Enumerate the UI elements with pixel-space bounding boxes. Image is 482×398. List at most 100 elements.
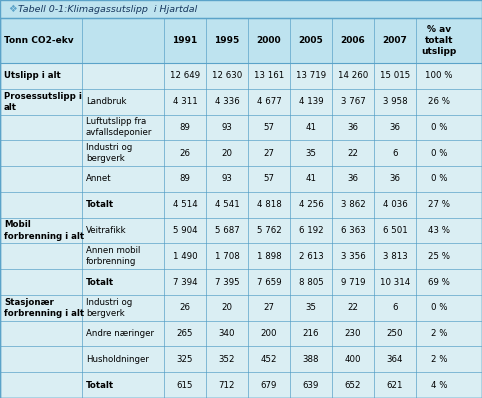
Text: 3 767: 3 767 xyxy=(341,97,365,106)
Text: 36: 36 xyxy=(348,174,359,183)
Text: 2000: 2000 xyxy=(257,36,281,45)
Bar xyxy=(0,218,482,244)
Text: Luftutslipp fra
avfallsdeponier: Luftutslipp fra avfallsdeponier xyxy=(86,117,152,137)
Text: 0 %: 0 % xyxy=(431,123,447,132)
Bar xyxy=(0,244,482,269)
Bar xyxy=(0,0,482,18)
Text: 340: 340 xyxy=(219,329,235,338)
Text: 36: 36 xyxy=(389,174,401,183)
Text: 20: 20 xyxy=(222,303,232,312)
Text: 6 192: 6 192 xyxy=(299,226,323,235)
Text: Stasjonær
forbrenning i alt: Stasjonær forbrenning i alt xyxy=(4,298,84,318)
Text: 35: 35 xyxy=(306,303,317,312)
Text: 7 394: 7 394 xyxy=(173,277,197,287)
Text: 36: 36 xyxy=(389,123,401,132)
Text: 89: 89 xyxy=(180,123,190,132)
Text: 36: 36 xyxy=(348,123,359,132)
Bar xyxy=(0,115,482,140)
Bar xyxy=(0,269,482,295)
Text: 364: 364 xyxy=(387,355,403,364)
Text: 4 336: 4 336 xyxy=(214,97,240,106)
Bar xyxy=(0,18,482,63)
Text: 452: 452 xyxy=(261,355,277,364)
Bar xyxy=(0,63,482,89)
Bar xyxy=(0,372,482,398)
Text: 388: 388 xyxy=(303,355,319,364)
Text: 22: 22 xyxy=(348,303,359,312)
Text: Veitrafikk: Veitrafikk xyxy=(86,226,127,235)
Text: 4 %: 4 % xyxy=(431,380,447,390)
Text: Annen mobil
forbrenning: Annen mobil forbrenning xyxy=(86,246,140,266)
Text: 5 762: 5 762 xyxy=(256,226,281,235)
Bar xyxy=(0,140,482,166)
Text: 15 015: 15 015 xyxy=(380,71,410,80)
Text: 3 356: 3 356 xyxy=(341,252,365,261)
Text: 325: 325 xyxy=(177,355,193,364)
Text: 13 161: 13 161 xyxy=(254,71,284,80)
Text: 712: 712 xyxy=(219,380,235,390)
Bar xyxy=(0,166,482,192)
Text: 1991: 1991 xyxy=(173,36,198,45)
Bar xyxy=(0,295,482,321)
Text: 93: 93 xyxy=(222,174,232,183)
Text: 27 %: 27 % xyxy=(428,200,450,209)
Text: 26: 26 xyxy=(179,149,190,158)
Text: 216: 216 xyxy=(303,329,319,338)
Text: 4 256: 4 256 xyxy=(299,200,323,209)
Text: 43 %: 43 % xyxy=(428,226,450,235)
Text: 26: 26 xyxy=(179,303,190,312)
Text: 9 719: 9 719 xyxy=(341,277,365,287)
Text: 6: 6 xyxy=(392,149,398,158)
Text: 22: 22 xyxy=(348,149,359,158)
Text: Annet: Annet xyxy=(86,174,112,183)
Text: Landbruk: Landbruk xyxy=(86,97,126,106)
Text: 4 311: 4 311 xyxy=(173,97,197,106)
Text: Industri og
bergverk: Industri og bergverk xyxy=(86,298,132,318)
Text: 20: 20 xyxy=(222,149,232,158)
Text: 27: 27 xyxy=(264,303,275,312)
Text: % av
totalt
utslipp: % av totalt utslipp xyxy=(421,25,456,56)
Text: Industri og
bergverk: Industri og bergverk xyxy=(86,143,132,163)
Text: 621: 621 xyxy=(387,380,403,390)
Text: 41: 41 xyxy=(306,174,317,183)
Text: 6: 6 xyxy=(392,303,398,312)
Text: 4 139: 4 139 xyxy=(299,97,323,106)
Text: 100 %: 100 % xyxy=(425,71,453,80)
Text: 2005: 2005 xyxy=(299,36,323,45)
Text: 4 677: 4 677 xyxy=(256,97,281,106)
Bar xyxy=(0,192,482,218)
Text: 0 %: 0 % xyxy=(431,149,447,158)
Text: 13 719: 13 719 xyxy=(296,71,326,80)
Text: 6 501: 6 501 xyxy=(383,226,407,235)
Text: 12 630: 12 630 xyxy=(212,71,242,80)
Text: 14 260: 14 260 xyxy=(338,71,368,80)
Text: 2 %: 2 % xyxy=(431,355,447,364)
Text: 1 490: 1 490 xyxy=(173,252,197,261)
Bar xyxy=(0,347,482,372)
Text: Totalt: Totalt xyxy=(86,277,114,287)
Text: 93: 93 xyxy=(222,123,232,132)
Text: Totalt: Totalt xyxy=(86,380,114,390)
Text: 1995: 1995 xyxy=(214,36,240,45)
Text: 679: 679 xyxy=(261,380,277,390)
Text: Tonn CO2-ekv: Tonn CO2-ekv xyxy=(4,36,74,45)
Text: 12 649: 12 649 xyxy=(170,71,200,80)
Text: 26 %: 26 % xyxy=(428,97,450,106)
Text: 0 %: 0 % xyxy=(431,174,447,183)
Text: 200: 200 xyxy=(261,329,277,338)
Text: 25 %: 25 % xyxy=(428,252,450,261)
Text: 230: 230 xyxy=(345,329,361,338)
Text: 7 659: 7 659 xyxy=(257,277,281,287)
Text: Husholdninger: Husholdninger xyxy=(86,355,149,364)
Text: 4 541: 4 541 xyxy=(214,200,240,209)
Text: 352: 352 xyxy=(219,355,235,364)
Text: 250: 250 xyxy=(387,329,403,338)
Text: 1 708: 1 708 xyxy=(214,252,240,261)
Text: 1 898: 1 898 xyxy=(257,252,281,261)
Text: 2 613: 2 613 xyxy=(299,252,323,261)
Text: Tabell 0-1:Klimagassutslipp  i Hjartdal: Tabell 0-1:Klimagassutslipp i Hjartdal xyxy=(18,4,197,14)
Text: 0 %: 0 % xyxy=(431,303,447,312)
Text: 27: 27 xyxy=(264,149,275,158)
Text: 69 %: 69 % xyxy=(428,277,450,287)
Text: 10 314: 10 314 xyxy=(380,277,410,287)
